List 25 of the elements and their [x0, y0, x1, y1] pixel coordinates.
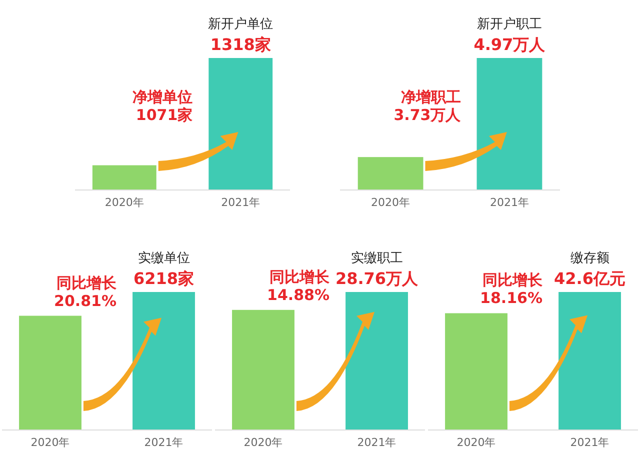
- x-tick-label: 2020年: [30, 436, 70, 449]
- annotation: 净增单位 1071家: [132, 88, 193, 124]
- chart-title: 缴存额: [570, 251, 610, 266]
- x-tick-label: 2021年: [221, 196, 260, 209]
- x-tick-label: 2020年: [371, 196, 410, 209]
- x-tick-label: 2020年: [456, 436, 496, 449]
- x-tick-label: 2021年: [570, 436, 610, 449]
- chart-title: 新开户单位: [208, 17, 274, 32]
- annotation: 净增职工 3.73万人: [394, 88, 462, 124]
- x-tick-label: 2020年: [104, 196, 144, 209]
- chart-title: 实缴单位: [138, 251, 190, 266]
- data-label: 42.6亿元: [554, 269, 626, 288]
- chart-title: 新开户职工: [476, 17, 542, 32]
- x-tick-label: 2021年: [490, 196, 529, 209]
- x-tick-label: 2021年: [144, 436, 184, 449]
- annotation: 同比增长 14.88%: [267, 268, 331, 304]
- data-label: 6218家: [133, 269, 194, 288]
- annotation: 同比增长 20.81%: [54, 274, 118, 310]
- x-tick-label: 2021年: [357, 436, 396, 449]
- data-label: 1318家: [210, 35, 271, 54]
- annotation: 同比增长 18.16%: [480, 271, 544, 308]
- data-label: 28.76万人: [335, 269, 420, 288]
- data-label: 4.97万人: [474, 35, 546, 54]
- x-tick-label: 2020年: [244, 436, 283, 449]
- chart-title: 实缴职工: [350, 251, 403, 266]
